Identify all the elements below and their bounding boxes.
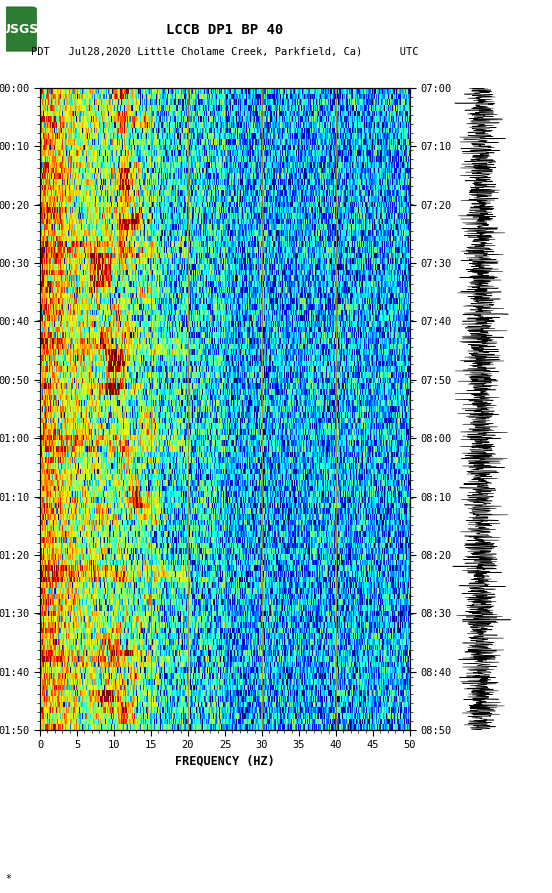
- FancyBboxPatch shape: [3, 7, 36, 51]
- Text: *: *: [6, 874, 12, 884]
- Text: PDT   Jul28,2020 Little Cholame Creek, Parkfield, Ca)      UTC: PDT Jul28,2020 Little Cholame Creek, Par…: [31, 47, 419, 57]
- Text: LCCB DP1 BP 40: LCCB DP1 BP 40: [166, 23, 284, 37]
- Text: USGS: USGS: [1, 22, 39, 36]
- X-axis label: FREQUENCY (HZ): FREQUENCY (HZ): [175, 755, 275, 768]
